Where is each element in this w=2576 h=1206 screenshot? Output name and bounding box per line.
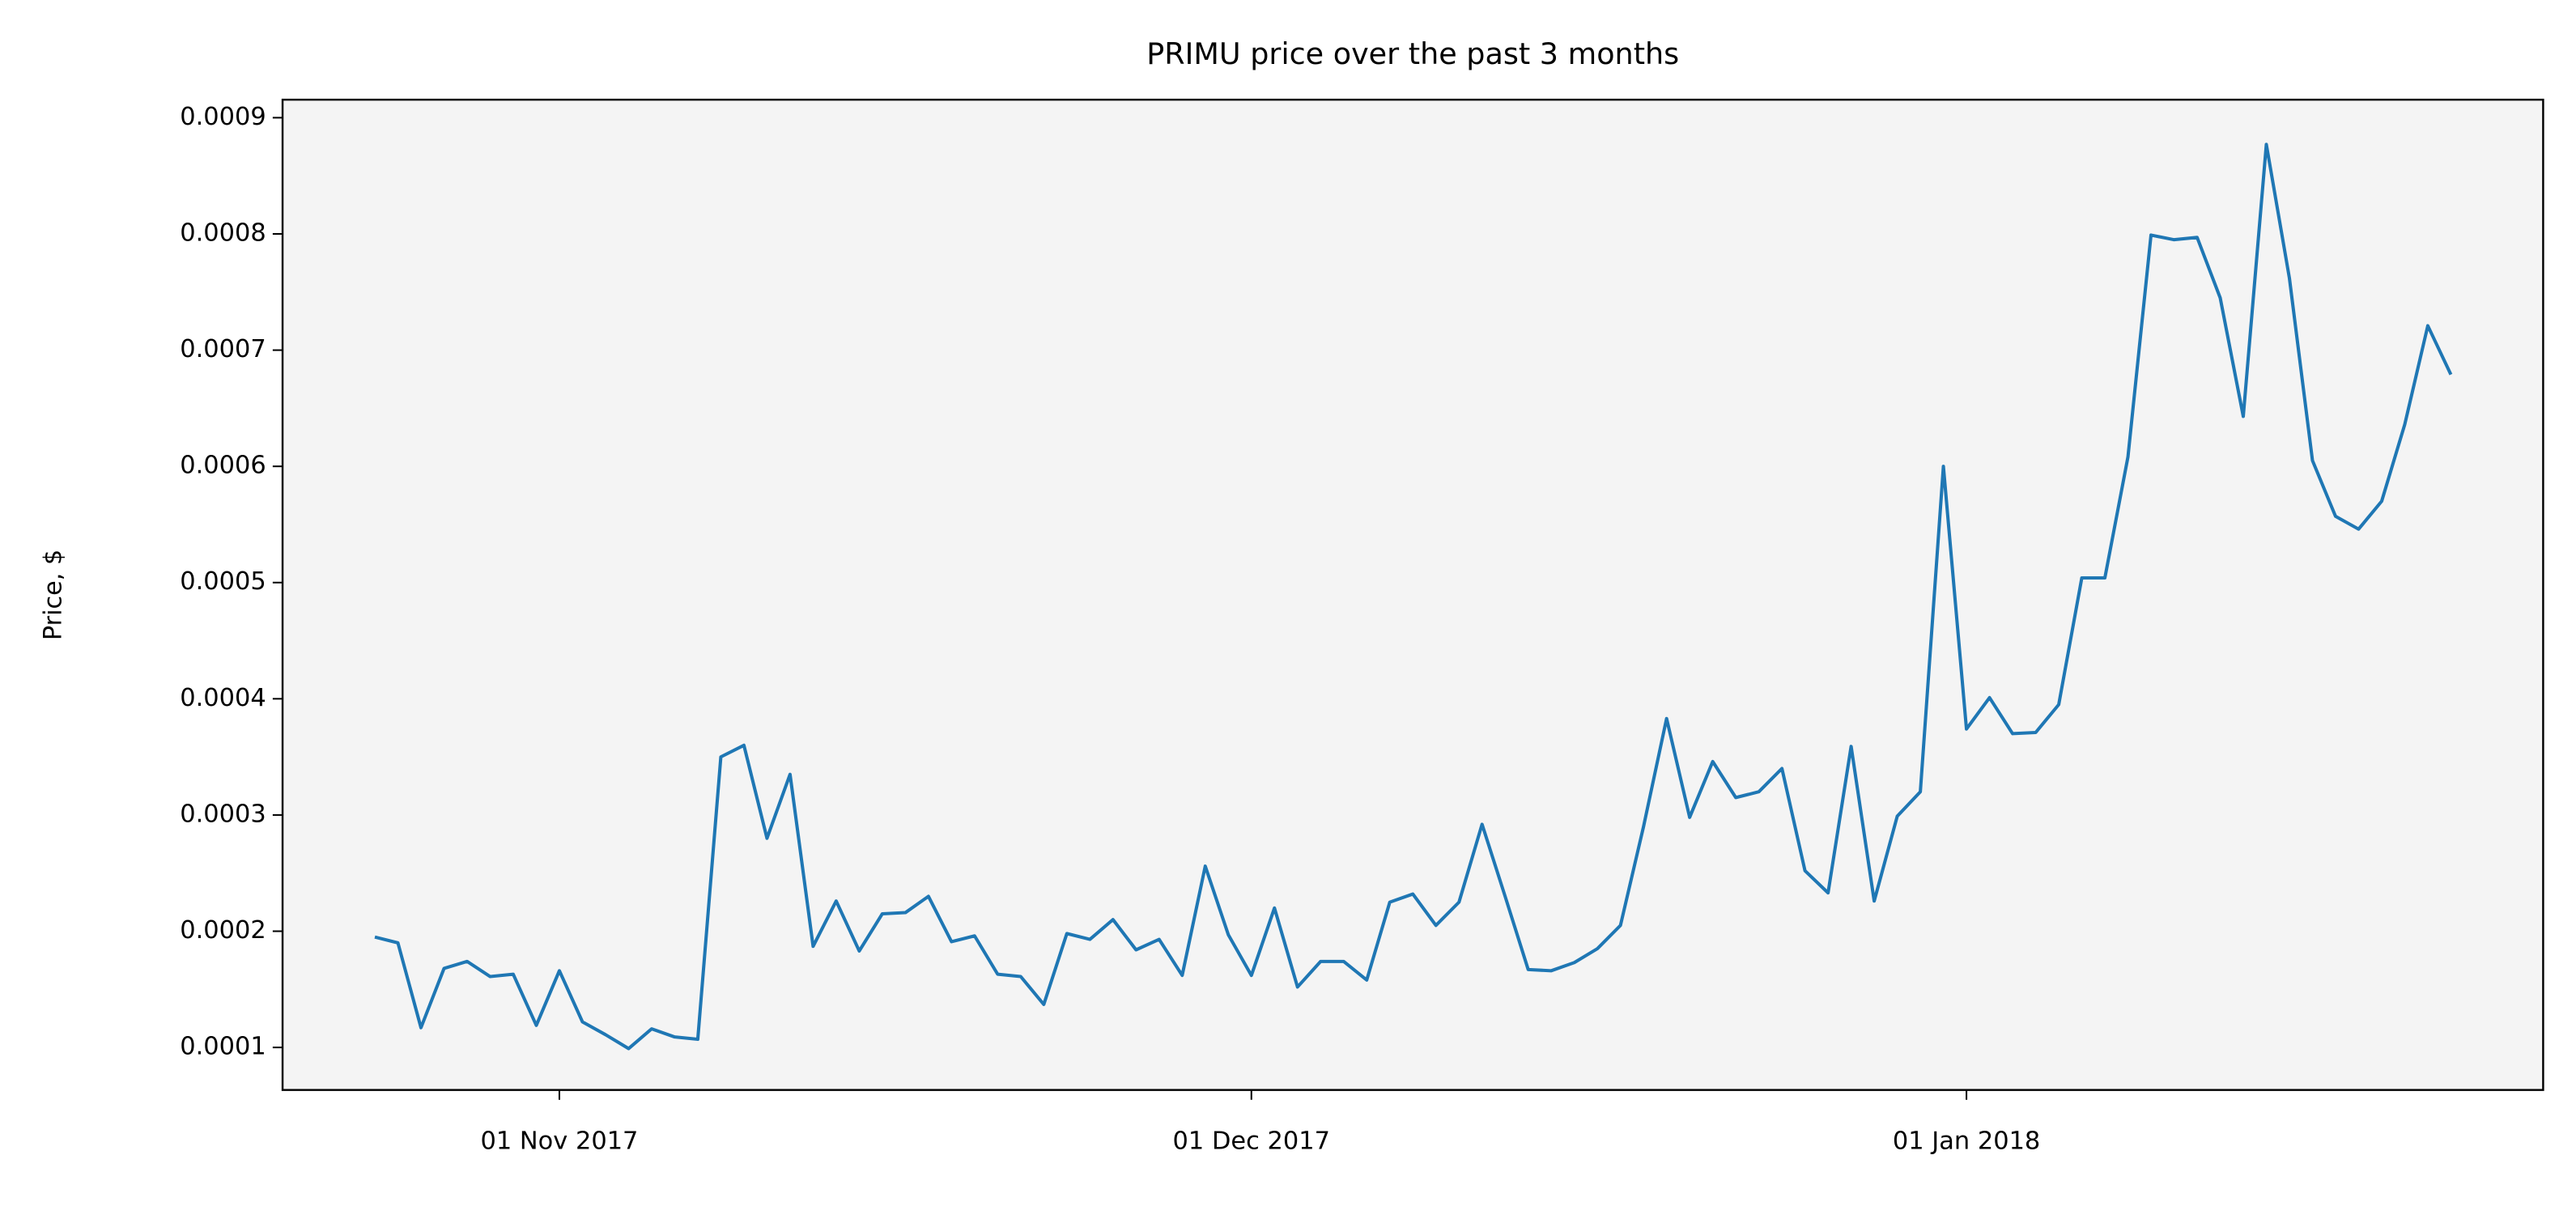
y-tick-label: 0.0004 bbox=[180, 684, 266, 712]
y-tick-label: 0.0002 bbox=[180, 916, 266, 945]
y-tick-label: 0.0006 bbox=[180, 452, 266, 480]
plot-area bbox=[283, 100, 2544, 1090]
y-tick-label: 0.0005 bbox=[180, 567, 266, 596]
y-tick-label: 0.0003 bbox=[180, 800, 266, 828]
plot-frame bbox=[281, 98, 2544, 1091]
x-tick-label: 01 Dec 2017 bbox=[1173, 1127, 1330, 1156]
y-tick-label: 0.0009 bbox=[180, 103, 266, 131]
chart-title: PRIMU price over the past 3 months bbox=[1146, 36, 1679, 71]
x-tick-label: 01 Nov 2017 bbox=[480, 1127, 638, 1156]
x-tick-label: 01 Jan 2018 bbox=[1893, 1127, 2040, 1156]
y-tick-label: 0.0007 bbox=[180, 335, 266, 363]
y-tick-label: 0.0001 bbox=[180, 1033, 266, 1061]
price-line bbox=[374, 142, 2453, 1051]
y-axis-label: Price, $ bbox=[39, 550, 67, 640]
y-tick-label: 0.0008 bbox=[180, 219, 266, 248]
